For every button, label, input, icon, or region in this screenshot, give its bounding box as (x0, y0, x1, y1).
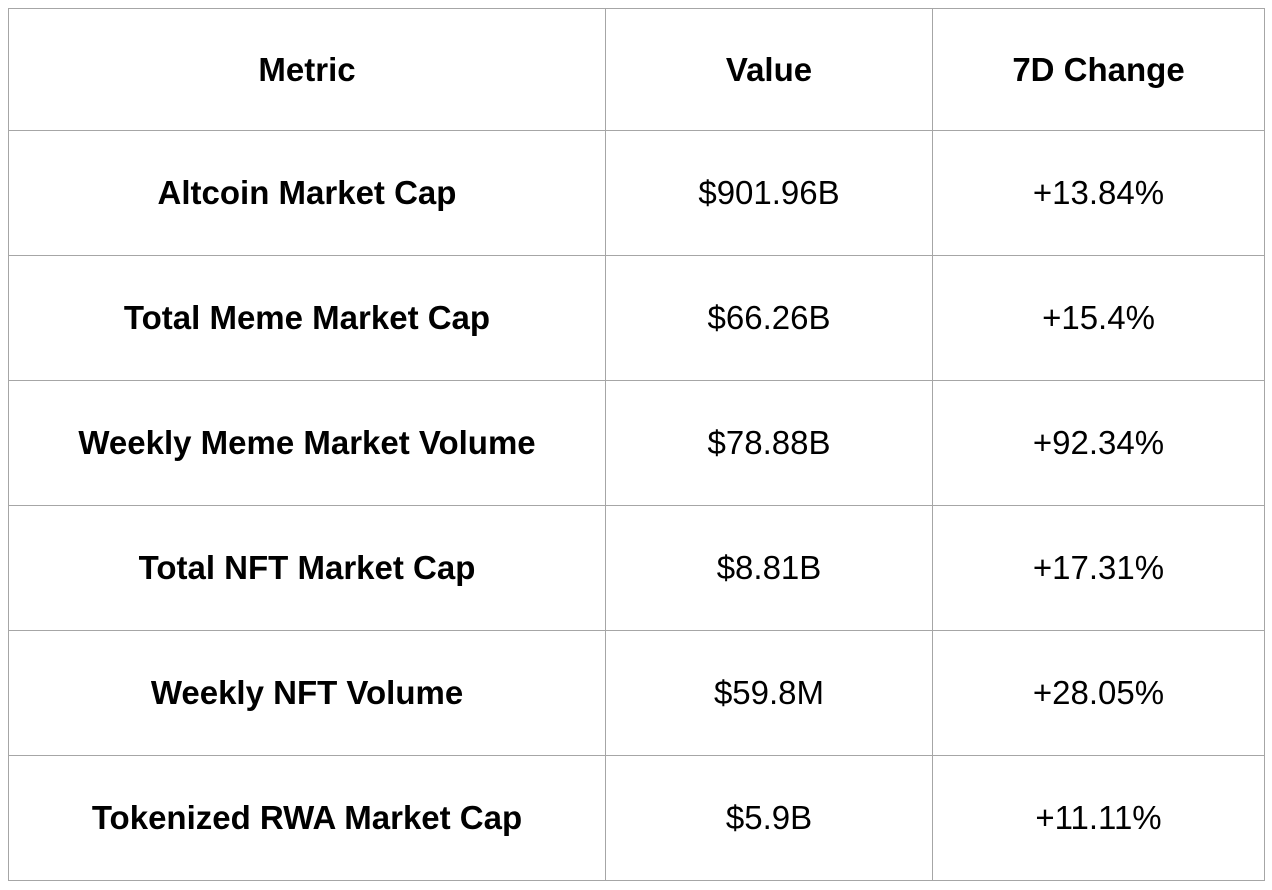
metric-cell: Total Meme Market Cap (8, 255, 606, 381)
table-row: Total NFT Market Cap $8.81B +17.31% (8, 505, 1265, 631)
metric-cell: Total NFT Market Cap (8, 505, 606, 631)
table-row: Weekly Meme Market Volume $78.88B +92.34… (8, 380, 1265, 506)
change-cell: +15.4% (932, 255, 1265, 381)
table-row: Weekly NFT Volume $59.8M +28.05% (8, 630, 1265, 756)
value-cell: $5.9B (605, 755, 933, 881)
change-cell: +28.05% (932, 630, 1265, 756)
header-row: Metric Value 7D Change (8, 8, 1265, 131)
value-cell: $78.88B (605, 380, 933, 506)
column-header-value: Value (605, 8, 933, 131)
table-row: Tokenized RWA Market Cap $5.9B +11.11% (8, 755, 1265, 881)
value-cell: $66.26B (605, 255, 933, 381)
table-row: Total Meme Market Cap $66.26B +15.4% (8, 255, 1265, 381)
column-header-7d-change: 7D Change (932, 8, 1265, 131)
metric-cell: Weekly NFT Volume (8, 630, 606, 756)
table-row: Altcoin Market Cap $901.96B +13.84% (8, 130, 1265, 256)
change-cell: +17.31% (932, 505, 1265, 631)
value-cell: $901.96B (605, 130, 933, 256)
metric-cell: Altcoin Market Cap (8, 130, 606, 256)
metric-cell: Weekly Meme Market Volume (8, 380, 606, 506)
change-cell: +11.11% (932, 755, 1265, 881)
metric-cell: Tokenized RWA Market Cap (8, 755, 606, 881)
value-cell: $59.8M (605, 630, 933, 756)
change-cell: +92.34% (932, 380, 1265, 506)
metrics-table-container: Metric Value 7D Change Altcoin Market Ca… (8, 8, 1265, 881)
column-header-metric: Metric (8, 8, 606, 131)
change-cell: +13.84% (932, 130, 1265, 256)
crypto-metrics-table: Metric Value 7D Change Altcoin Market Ca… (8, 8, 1265, 881)
value-cell: $8.81B (605, 505, 933, 631)
